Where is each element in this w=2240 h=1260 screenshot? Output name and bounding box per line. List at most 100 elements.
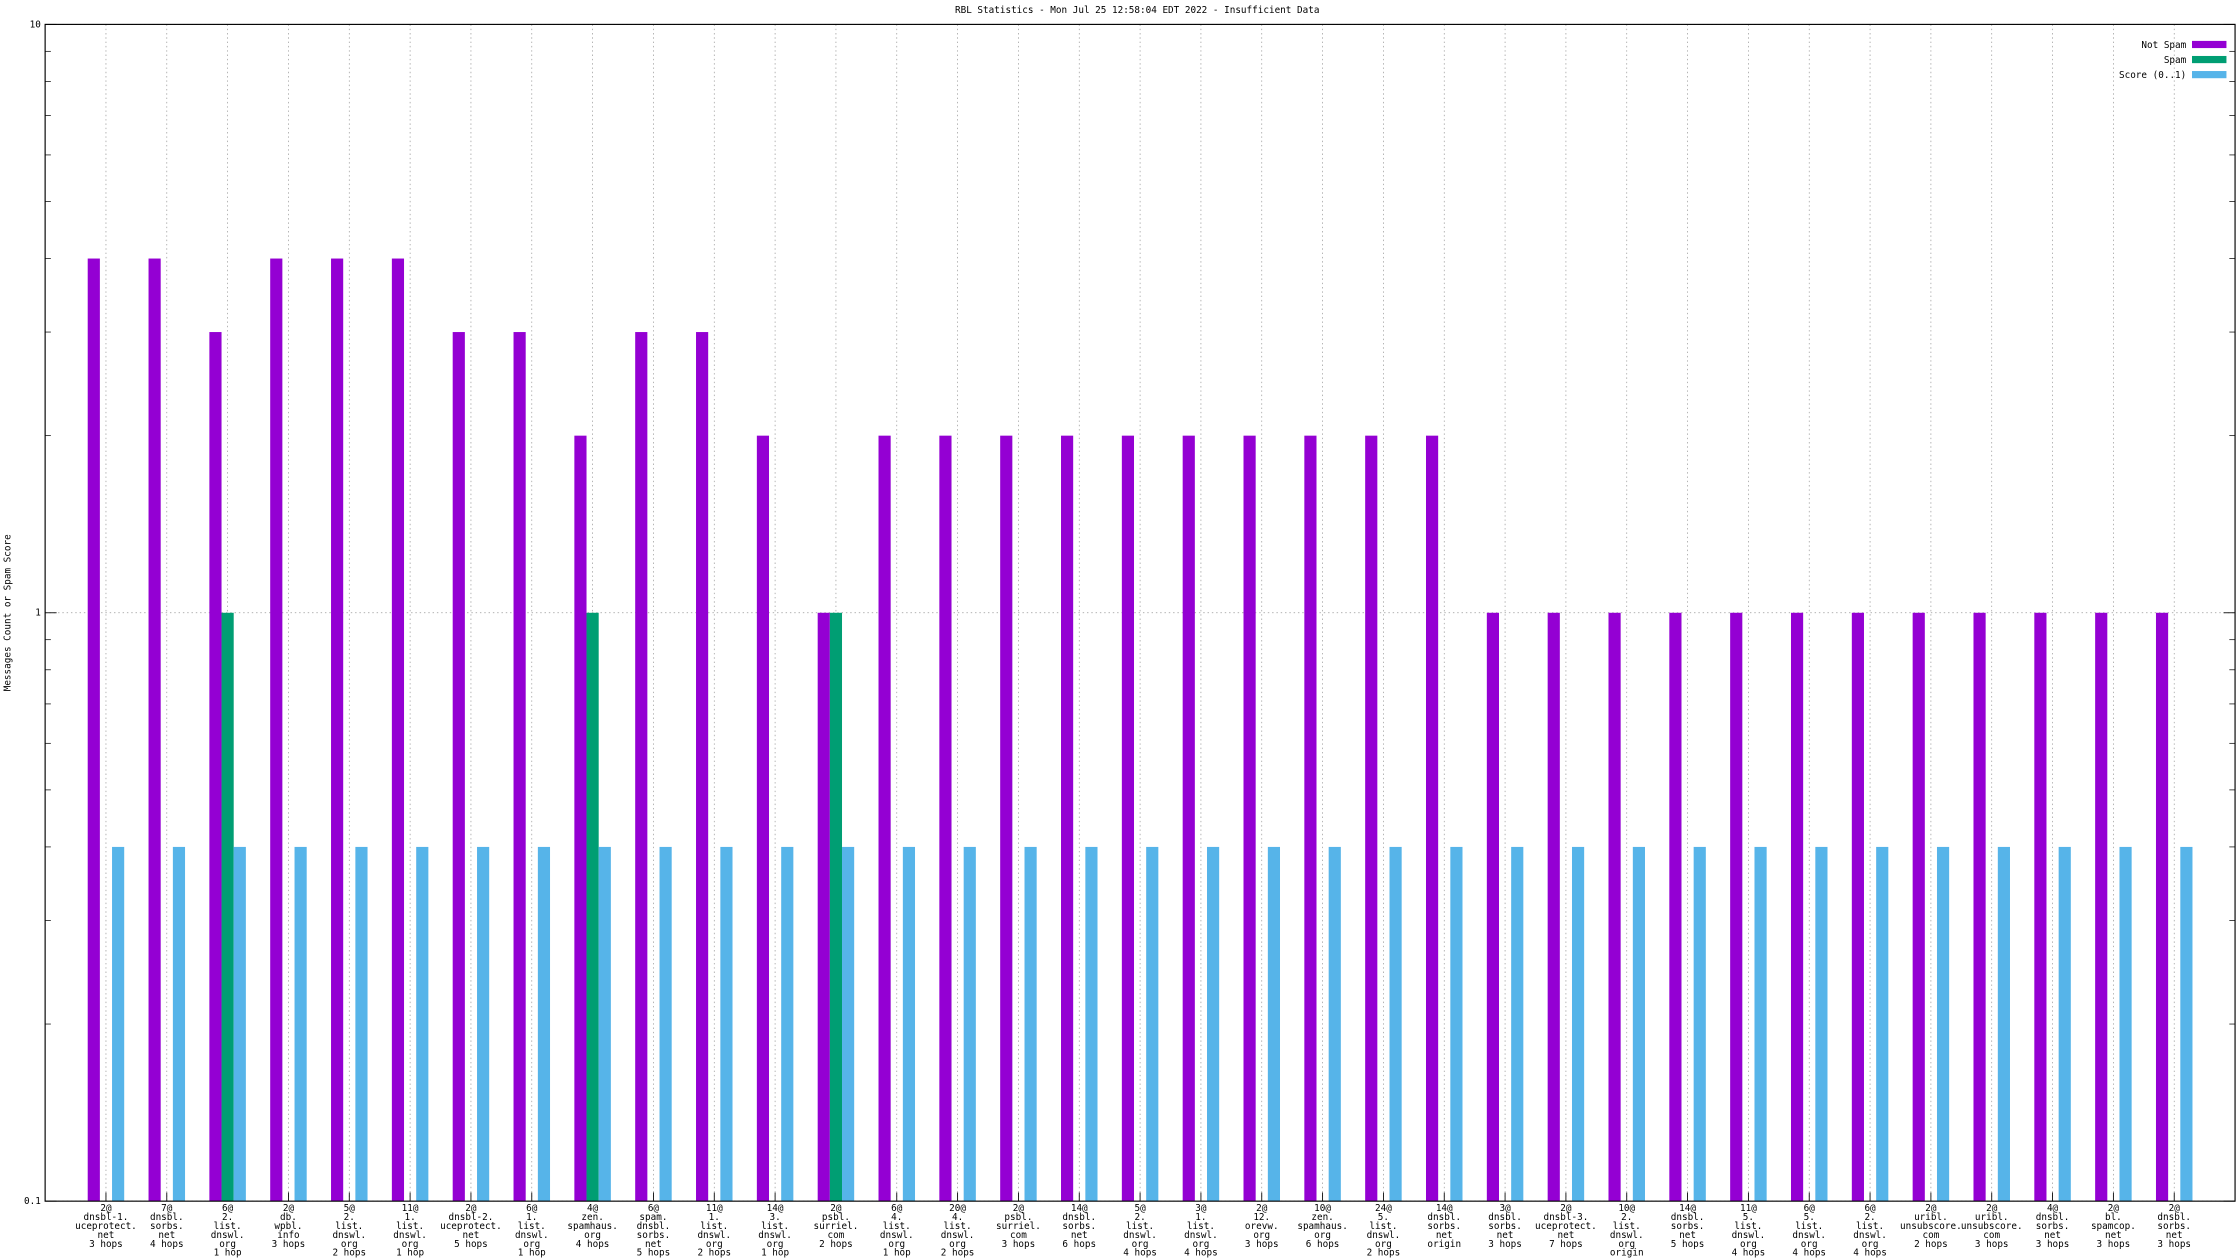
x-tick-label: org (1801, 1239, 1818, 1250)
x-tick-label: 6@ (1804, 1203, 1816, 1214)
x-tick-label: 1 hop (761, 1248, 789, 1259)
x-tick-label: 2. (1864, 1212, 1875, 1223)
x-tick-label: 3 hops (272, 1239, 306, 1250)
bar (294, 846, 307, 1202)
bar (1425, 435, 1439, 1202)
x-tick-label: dnswl. (1123, 1230, 1157, 1241)
x-tick-label: sorbs. (1488, 1221, 1522, 1232)
x-tick-label: org (341, 1239, 358, 1250)
x-tick-label: com (1983, 1230, 2000, 1241)
x-tick-label: 2 hops (1914, 1239, 1948, 1250)
y-tick-label: 1 (35, 608, 41, 619)
x-tick-label: 2 hops (332, 1248, 366, 1259)
x-tick-label: list. (761, 1221, 789, 1232)
x-tick-label: list. (700, 1221, 728, 1232)
x-tick-label: dnswl. (1732, 1230, 1766, 1241)
x-tick-label: org (1193, 1239, 1210, 1250)
x-tick-label: spamhaus. (1297, 1221, 1347, 1232)
x-tick-label: net (645, 1239, 662, 1250)
x-tick-label: net (158, 1230, 175, 1241)
bar (1486, 612, 1499, 1202)
bar (1061, 435, 1074, 1202)
bar (1207, 846, 1220, 1202)
bar (1365, 435, 1378, 1202)
x-tick-label: net (2044, 1230, 2061, 1241)
bar (1024, 846, 1037, 1202)
bar (1912, 612, 1925, 1202)
bar (574, 435, 587, 1202)
y-axis-label: Messages Count or Spam Score (3, 534, 14, 691)
bar (1000, 435, 1013, 1202)
x-tick-label: db. (280, 1212, 297, 1223)
x-tick-label: org (1253, 1230, 1270, 1241)
x-tick-label: org (888, 1239, 905, 1250)
x-tick-label: net (1497, 1230, 1514, 1241)
bar (209, 332, 222, 1202)
x-tick-label: surriel. (814, 1221, 859, 1232)
bar (1693, 846, 1706, 1202)
x-tick-label: net (1557, 1230, 1574, 1241)
x-tick-label: sorbs. (2157, 1221, 2191, 1232)
bar (477, 846, 490, 1202)
x-tick-label: 1 hop (883, 1248, 911, 1259)
x-tick-label: 3 hops (2036, 1239, 2070, 1250)
x-tick-label: dnswl. (332, 1230, 366, 1241)
x-tick-label: 5@ (344, 1203, 356, 1214)
x-tick-label: 2@ (1986, 1203, 1998, 1214)
bar (1608, 612, 1621, 1202)
x-tick-label: unsubscore. (1961, 1221, 2023, 1232)
x-tick-label: dnsbl-2. (449, 1212, 494, 1223)
x-tick-label: 6@ (526, 1203, 538, 1214)
x-tick-label: 1. (405, 1212, 416, 1223)
x-tick-label: 2@ (1925, 1203, 1937, 1214)
x-tick-label: sorbs. (1427, 1221, 1461, 1232)
bar (2095, 612, 2108, 1202)
x-tick-label: org (949, 1239, 966, 1250)
x-tick-label: 4 hops (1732, 1248, 1766, 1259)
bar (2155, 612, 2169, 1202)
bar (1754, 846, 1767, 1202)
legend-swatch (2192, 71, 2227, 79)
bar (829, 612, 843, 1202)
x-tick-label: com (1010, 1230, 1027, 1241)
x-tick-label: 4 hops (1853, 1248, 1887, 1259)
bar (1511, 846, 1524, 1202)
x-tick-label: dnswl. (697, 1230, 731, 1241)
x-tick-label: psbl. (1004, 1212, 1032, 1223)
x-tick-label: org (523, 1239, 540, 1250)
bar (756, 435, 770, 1202)
bar (1182, 435, 1195, 1202)
x-tick-label: 12. (1253, 1212, 1270, 1223)
x-tick-label: 2 hops (941, 1248, 975, 1259)
x-tick-label: 4 hops (1792, 1248, 1826, 1259)
x-tick-label: uribl. (1914, 1212, 1948, 1223)
bar (1936, 846, 1950, 1202)
x-tick-label: dnswl. (393, 1230, 427, 1241)
x-tick-label: 6@ (1864, 1203, 1876, 1214)
x-tick-label: net (98, 1230, 115, 1241)
x-tick-label: 14@ (1679, 1203, 1696, 1214)
x-tick-label: dnswl. (1367, 1230, 1401, 1241)
x-tick-label: 6 hops (1062, 1239, 1096, 1250)
x-tick-label: 7@ (161, 1203, 173, 1214)
bar (1085, 846, 1098, 1202)
bar (2180, 846, 2193, 1202)
x-tick-label: 5. (1378, 1212, 1389, 1223)
x-tick-label: spam. (639, 1212, 667, 1223)
x-tick-label: 6@ (648, 1203, 660, 1214)
x-tick-label: 5 hops (637, 1248, 671, 1259)
x-tick-label: 1 hop (518, 1248, 546, 1259)
bar (1730, 612, 1743, 1202)
x-tick-label: dnswl. (1853, 1230, 1887, 1241)
x-tick-label: 10@ (1314, 1203, 1331, 1214)
x-tick-label: sorbs. (637, 1230, 671, 1241)
x-tick-label: 4. (891, 1212, 902, 1223)
x-tick-label: 3 hops (2097, 1239, 2131, 1250)
bar (233, 846, 246, 1202)
x-tick-label: psbl. (822, 1212, 850, 1223)
x-tick-label: org (1740, 1239, 1757, 1250)
bar (1571, 846, 1585, 1202)
chart-title: RBL Statistics - Mon Jul 25 12:58:04 EDT… (955, 5, 1319, 16)
x-tick-label: uceprotect. (75, 1221, 137, 1232)
bar (1243, 435, 1256, 1202)
